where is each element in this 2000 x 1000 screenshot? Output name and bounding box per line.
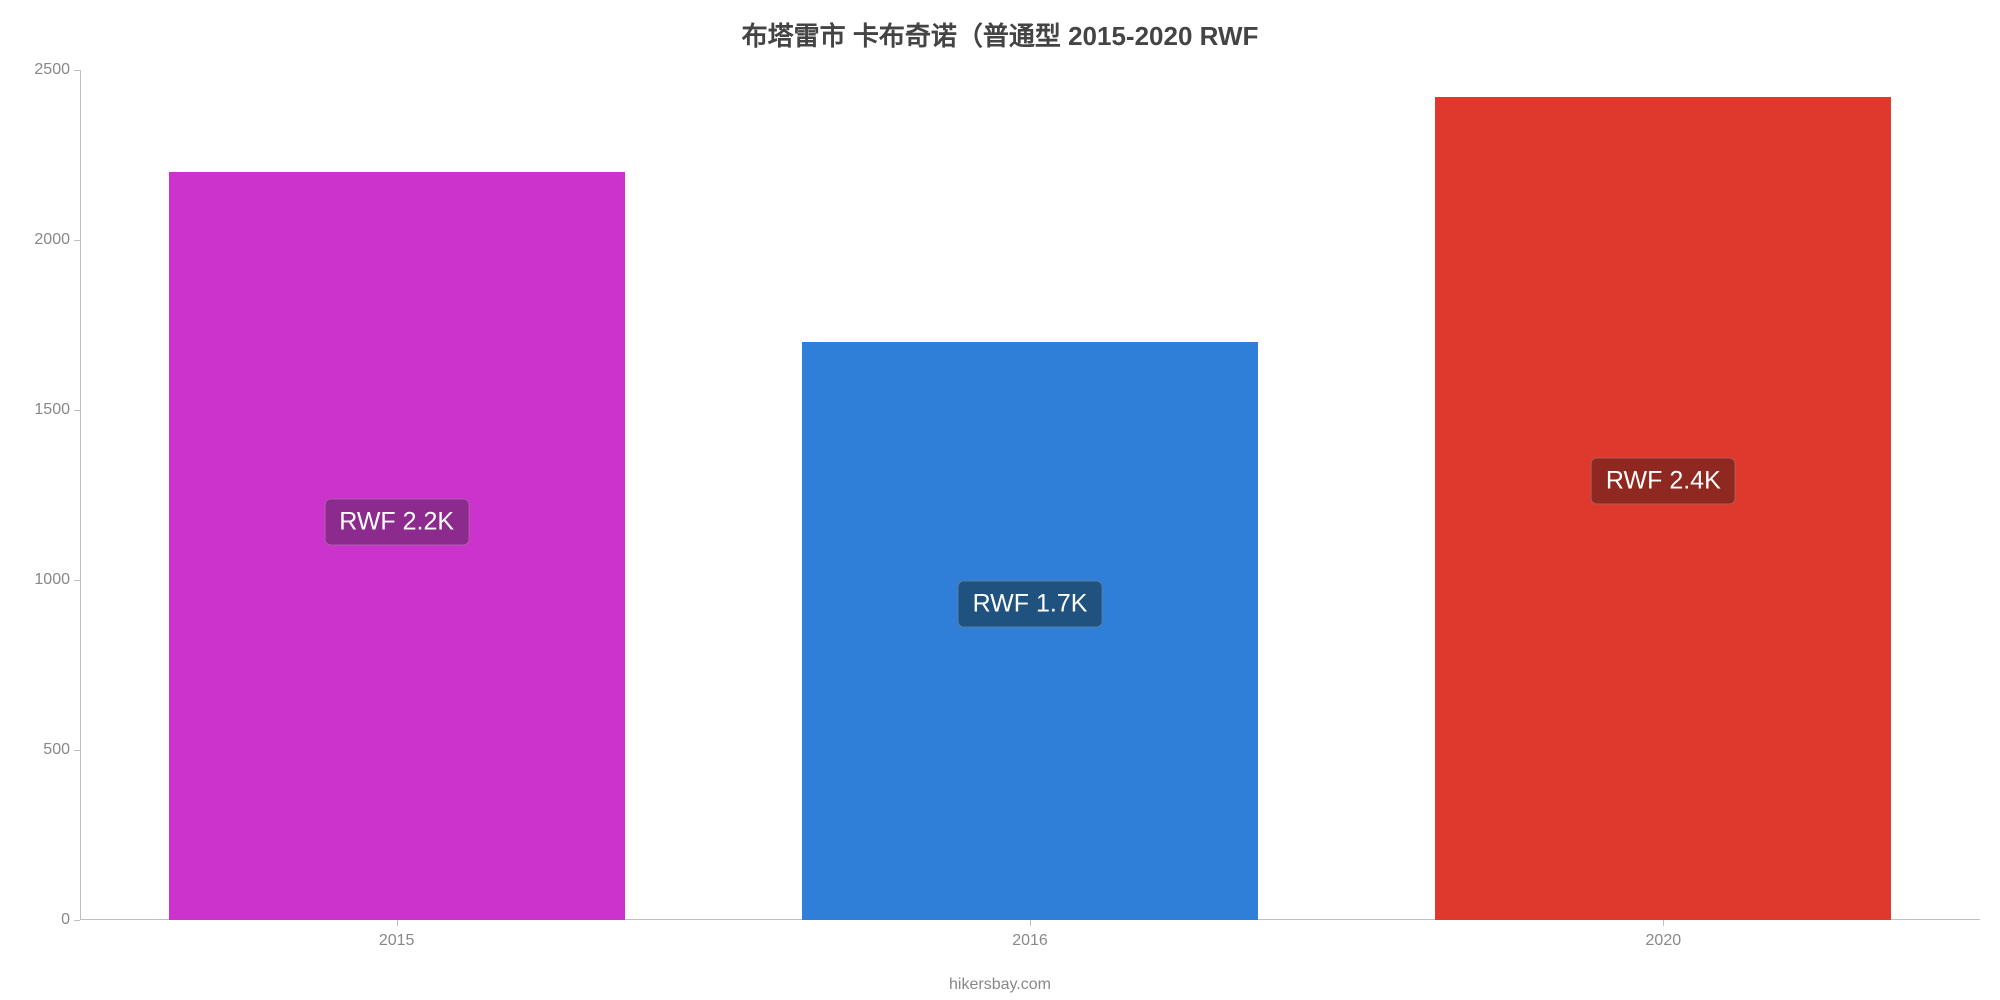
chart-title: 布塔雷市 卡布奇诺（普通型 2015-2020 RWF	[0, 16, 2000, 53]
y-tick-mark	[74, 920, 80, 921]
value-badge: RWF 2.4K	[1591, 458, 1736, 505]
y-tick-mark	[74, 580, 80, 581]
plot-area: 050010001500200025002015RWF 2.2K2016RWF …	[80, 70, 1980, 920]
bar	[169, 172, 625, 920]
y-tick-mark	[74, 240, 80, 241]
y-tick-mark	[74, 70, 80, 71]
chart-container: 布塔雷市 卡布奇诺（普通型 2015-2020 RWF 050010001500…	[0, 0, 2000, 1000]
x-tick-label: 2015	[379, 920, 415, 950]
chart-footer: hikersbay.com	[0, 976, 2000, 994]
y-tick-mark	[74, 410, 80, 411]
bar	[1435, 97, 1891, 920]
y-axis-line	[80, 70, 81, 920]
y-tick-mark	[74, 750, 80, 751]
x-tick-label: 2016	[1012, 920, 1048, 950]
x-tick-label: 2020	[1646, 920, 1682, 950]
value-badge: RWF 1.7K	[958, 580, 1103, 627]
bar	[802, 342, 1258, 920]
value-badge: RWF 2.2K	[324, 499, 469, 546]
